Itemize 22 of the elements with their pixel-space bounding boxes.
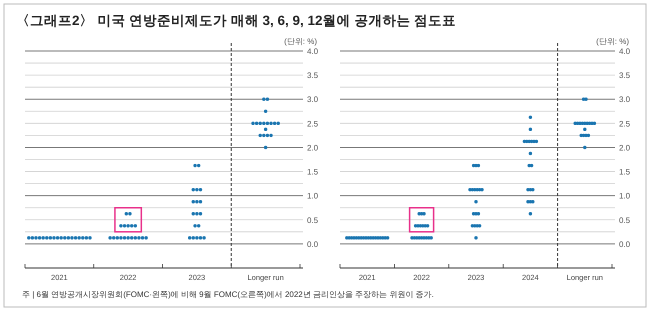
text: 주 | 6월 연방공개시장위원회(FOMC·왼쪽)에 비해 9월 FOMC(오른쪽)에서 2022년 금리인상을 주장하는 위원이 증가. — [22, 290, 434, 299]
y-axis-title: (단위: %) — [284, 37, 318, 46]
y-tick-label: 1.0 — [619, 192, 631, 201]
y-tick-label: 0.5 — [307, 216, 319, 225]
y-tick-label: 4.0 — [307, 47, 319, 56]
y-tick-label: 2.5 — [307, 119, 319, 128]
y-tick-label: 3.5 — [307, 71, 319, 80]
y-tick-label: 0.5 — [619, 216, 631, 225]
chart-title: 〈그래프2〉 미국 연방준비제도가 매해 3, 6, 9, 12월에 공개하는 점도표 — [16, 13, 456, 28]
y-tick-label: 2.5 — [619, 119, 631, 128]
y-tick-label: 3.5 — [619, 71, 631, 80]
y-tick-label: 1.0 — [307, 192, 319, 201]
y-tick-label: 1.5 — [619, 168, 631, 177]
y-axis-title: (단위: %) — [596, 37, 630, 46]
y-tick-label: 3.0 — [619, 95, 631, 104]
y-tick-label: 4.0 — [619, 47, 631, 56]
y-tick-label: 0.0 — [619, 240, 631, 249]
y-tick-label: 2.0 — [307, 143, 319, 152]
y-tick-label: 1.5 — [307, 168, 319, 177]
y-tick-label: 0.0 — [307, 240, 319, 249]
y-tick-label: 2.0 — [619, 143, 631, 152]
y-tick-label: 3.0 — [307, 95, 319, 104]
